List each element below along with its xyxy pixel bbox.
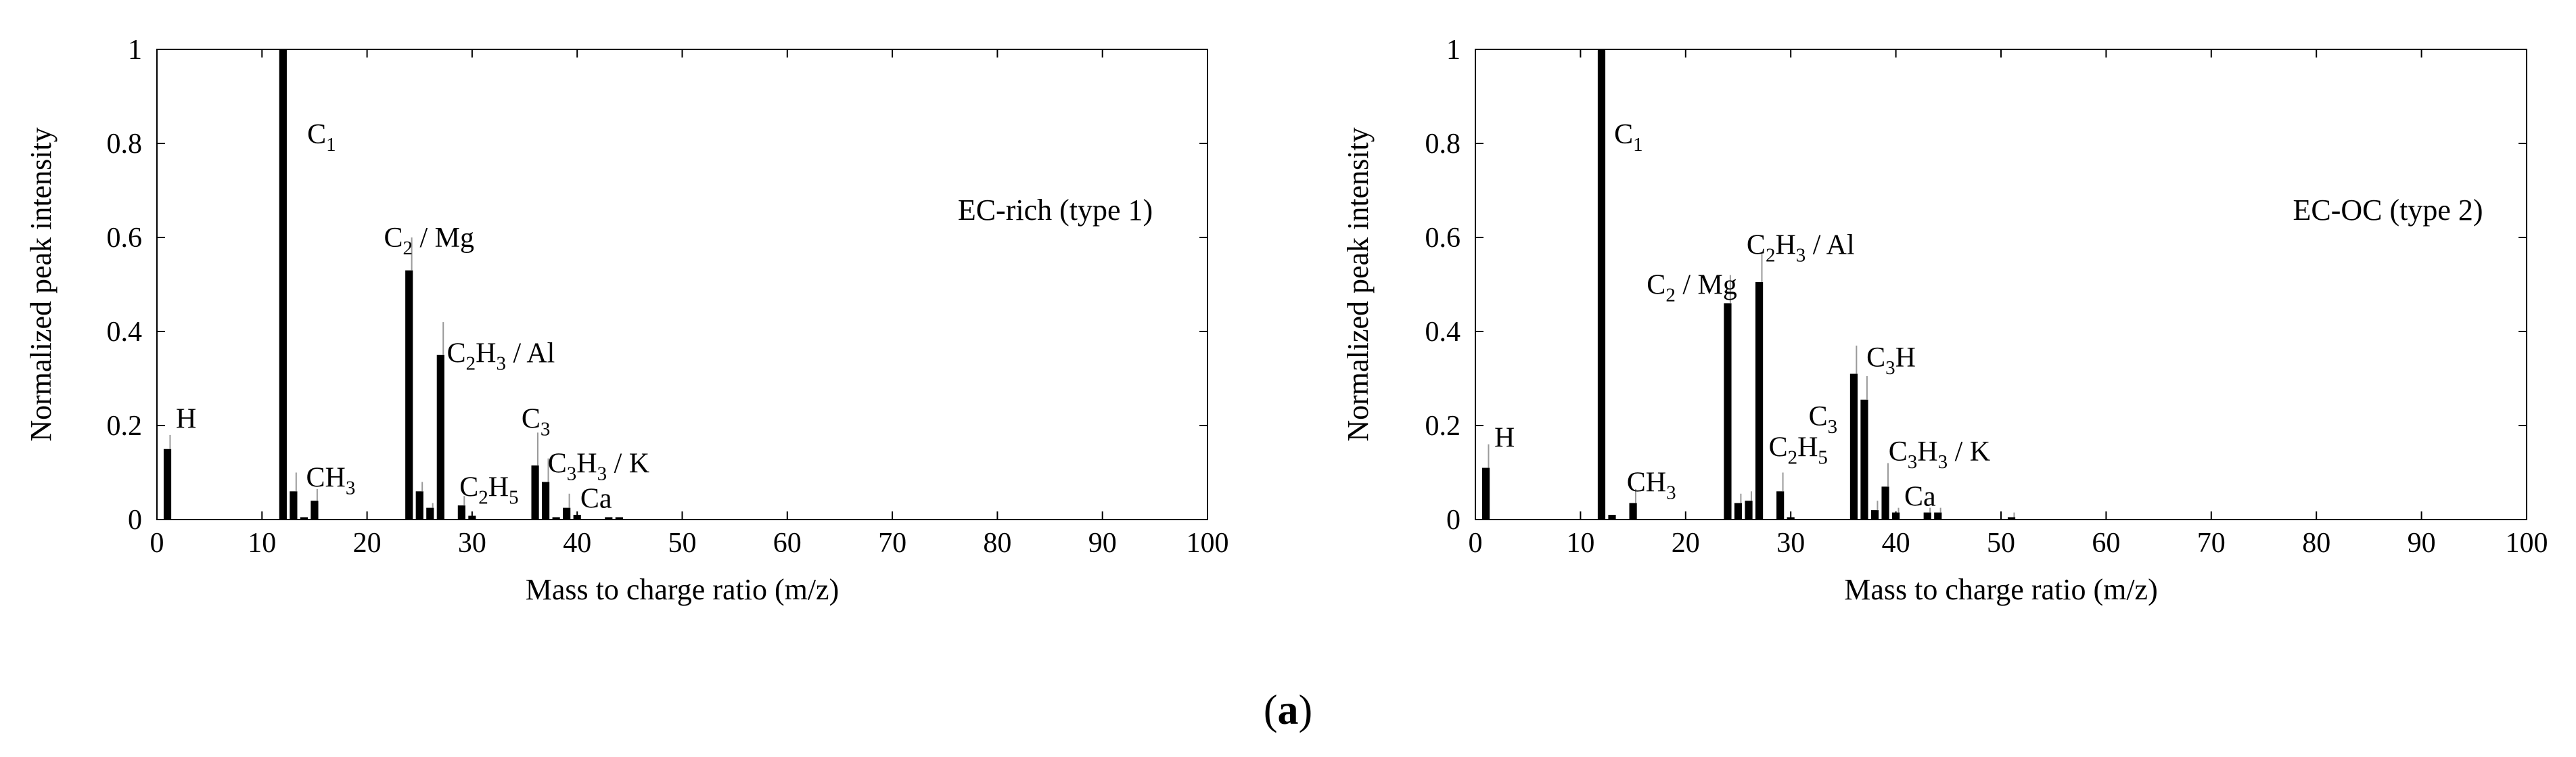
peak-annotation: Ca <box>1904 481 1936 512</box>
bar <box>300 517 308 520</box>
peak-annotation: H <box>176 404 196 435</box>
x-tick-label: 30 <box>1776 528 1805 559</box>
peak-annotation: C2 / Mg <box>384 223 474 259</box>
bar <box>1481 467 1490 520</box>
x-tick-label: 60 <box>2092 528 2120 559</box>
panel-label: EC-OC (type 2) <box>2293 193 2483 227</box>
bar <box>290 491 298 520</box>
x-axis-title: Mass to charge ratio (m/z) <box>526 573 839 606</box>
bar <box>415 491 423 520</box>
y-axis-title: Normalized peak intensity <box>24 127 58 441</box>
spectrum-panel-ec-oc: 0 10 20 30 40 50 60 70 80 90 100 0 0.2 0.4 0.6 0.8 1 H C1 C… <box>1341 35 2548 606</box>
peak-annotation: H <box>1494 422 1515 453</box>
panel-label: EC-rich (type 1) <box>958 193 1153 227</box>
y-tick-label: 1 <box>128 35 142 66</box>
y-tick-label: 0.2 <box>107 411 143 442</box>
x-tick-label: 80 <box>983 528 1011 559</box>
x-tick-label: 0 <box>1469 528 1483 559</box>
x-tick-label: 100 <box>2506 528 2548 559</box>
spectrum-panel-ec-rich: 0 10 20 30 40 50 60 70 80 90 100 0 0.2 0.4 0.6 0.8 1 H C1 C… <box>24 35 1229 606</box>
peak-annotation: CH3 <box>1627 467 1676 503</box>
peak-annotation: C3H3 / K <box>548 449 649 485</box>
bar <box>1597 49 1606 520</box>
bar <box>1892 512 1900 520</box>
peak-annotation: C3H3 / K <box>1889 436 1990 473</box>
x-tick-label: 60 <box>773 528 802 559</box>
y-tick-label: 0 <box>1446 505 1460 536</box>
x-tick-label: 30 <box>458 528 486 559</box>
x-tick-label: 100 <box>1187 528 1229 559</box>
bar <box>1776 491 1785 520</box>
y-tick-label: 0.2 <box>1425 411 1461 442</box>
x-tick-label: 20 <box>1672 528 1700 559</box>
bar <box>531 465 539 520</box>
peak-annotation: Ca <box>580 484 612 515</box>
x-tick-label: 40 <box>563 528 591 559</box>
y-tick-label: 0.6 <box>1425 223 1461 254</box>
x-tick-label: 90 <box>1088 528 1117 559</box>
peak-annotation: C2H5 <box>1769 432 1828 468</box>
peak-annotation: C3H <box>1866 342 1916 379</box>
x-tick-label: 50 <box>668 528 697 559</box>
x-tick-label: 50 <box>1987 528 2015 559</box>
peak-annotation: C2H3 / Al <box>447 338 555 374</box>
bar <box>1923 512 1931 520</box>
bar <box>552 517 560 520</box>
x-tick-label: 10 <box>248 528 276 559</box>
bar <box>1755 282 1764 520</box>
peak-annotation: C3 <box>522 404 551 440</box>
x-tick-label: 70 <box>2197 528 2226 559</box>
bar <box>1860 399 1868 520</box>
bar <box>1724 303 1732 520</box>
bar <box>279 49 287 520</box>
bar <box>436 354 444 520</box>
x-tick-label: 10 <box>1566 528 1594 559</box>
y-axis-title: Normalized peak intensity <box>1341 127 1375 441</box>
bar <box>2007 517 2016 520</box>
x-tick-label: 20 <box>353 528 382 559</box>
bar <box>1629 503 1637 520</box>
bar <box>1934 512 1942 520</box>
bar <box>405 270 413 520</box>
peak-annotation: C2H5 <box>459 472 518 508</box>
bar <box>1881 486 1889 520</box>
bar <box>426 507 434 520</box>
x-tick-label: 80 <box>2302 528 2330 559</box>
peak-annotation: C2 / Mg <box>1647 270 1737 306</box>
x-tick-label: 40 <box>1882 528 1910 559</box>
bar <box>457 505 465 520</box>
y-tick-label: 0.8 <box>107 129 143 160</box>
peak-annotation: C2H3 / Al <box>1747 229 1855 266</box>
bar <box>563 507 571 520</box>
bar <box>615 517 623 520</box>
bar <box>1734 503 1743 520</box>
bar <box>468 515 476 520</box>
figure-caption: (a) <box>1264 687 1312 733</box>
x-tick-label: 0 <box>150 528 164 559</box>
y-tick-label: 0.4 <box>107 317 143 348</box>
bar <box>1870 510 1879 520</box>
y-tick-label: 0 <box>128 505 142 536</box>
x-tick-label: 70 <box>878 528 906 559</box>
x-axis-title: Mass to charge ratio (m/z) <box>1844 573 2157 606</box>
y-tick-label: 0.8 <box>1425 129 1461 160</box>
y-tick-label: 0.6 <box>107 223 143 254</box>
peak-annotation: C1 <box>307 119 336 156</box>
y-tick-label: 0.4 <box>1425 317 1461 348</box>
bar <box>163 449 172 520</box>
bar <box>1787 517 1795 520</box>
peak-annotation: C1 <box>1614 119 1643 156</box>
y-tick-label: 1 <box>1446 35 1460 66</box>
bar <box>1745 501 1753 520</box>
peak-annotation: CH3 <box>306 462 356 499</box>
bar <box>1608 515 1616 520</box>
bar <box>573 515 581 520</box>
x-tick-label: 90 <box>2408 528 2436 559</box>
bar <box>542 482 550 520</box>
bar <box>310 501 319 520</box>
bar <box>605 517 613 520</box>
bar <box>1849 373 1858 520</box>
peak-annotation: C3 <box>1809 401 1838 438</box>
